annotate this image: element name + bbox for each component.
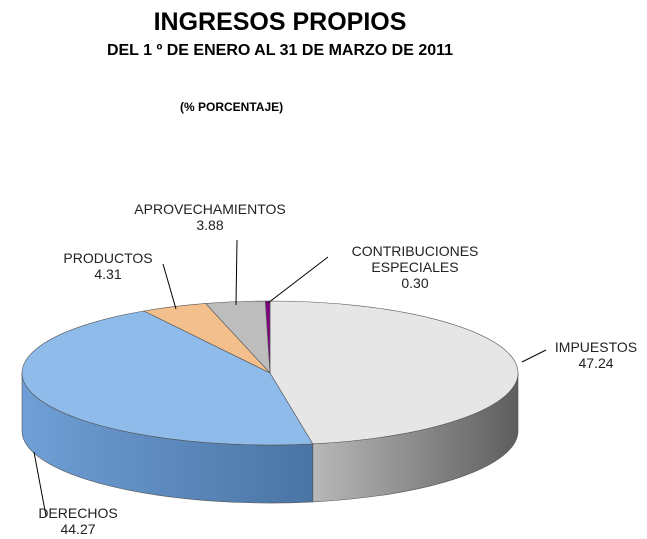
value-label: 4.31 (94, 266, 122, 282)
category-label: CONTRIBUCIONES ESPECIALES (351, 243, 479, 275)
leader-line (235, 239, 238, 306)
data-label: APROVECHAMIENTOS 3.88 (134, 201, 285, 233)
slice (21, 310, 314, 446)
value-label: 44.27 (60, 521, 96, 537)
value-label: 47.24 (578, 355, 614, 371)
leader-line (267, 256, 329, 304)
data-label: PRODUCTOS 4.31 (63, 250, 152, 282)
slice (269, 300, 519, 445)
data-label: DERECHOS 44.27 (38, 505, 117, 537)
category-label: PRODUCTOS (63, 250, 153, 266)
value-label: 0.30 (401, 275, 429, 291)
category-label: DERECHOS (38, 505, 118, 521)
category-label: APROVECHAMIENTOS (134, 201, 286, 217)
leader-line (162, 263, 177, 310)
chart-title: INGRESOS PROPIOS (153, 8, 407, 36)
chart-subtitle: DEL 1 º DE ENERO AL 31 DE MARZO DE 2011 (106, 42, 454, 59)
value-label: 3.88 (196, 217, 224, 233)
data-label: IMPUESTOS 47.24 (555, 339, 637, 371)
unit-note: (% PORCENTAJE) (180, 100, 284, 114)
data-label: CONTRIBUCIONES ESPECIALES 0.30 (330, 243, 500, 291)
leader-line (33, 451, 47, 517)
category-label: IMPUESTOS (554, 339, 638, 355)
leader-line (521, 349, 547, 363)
